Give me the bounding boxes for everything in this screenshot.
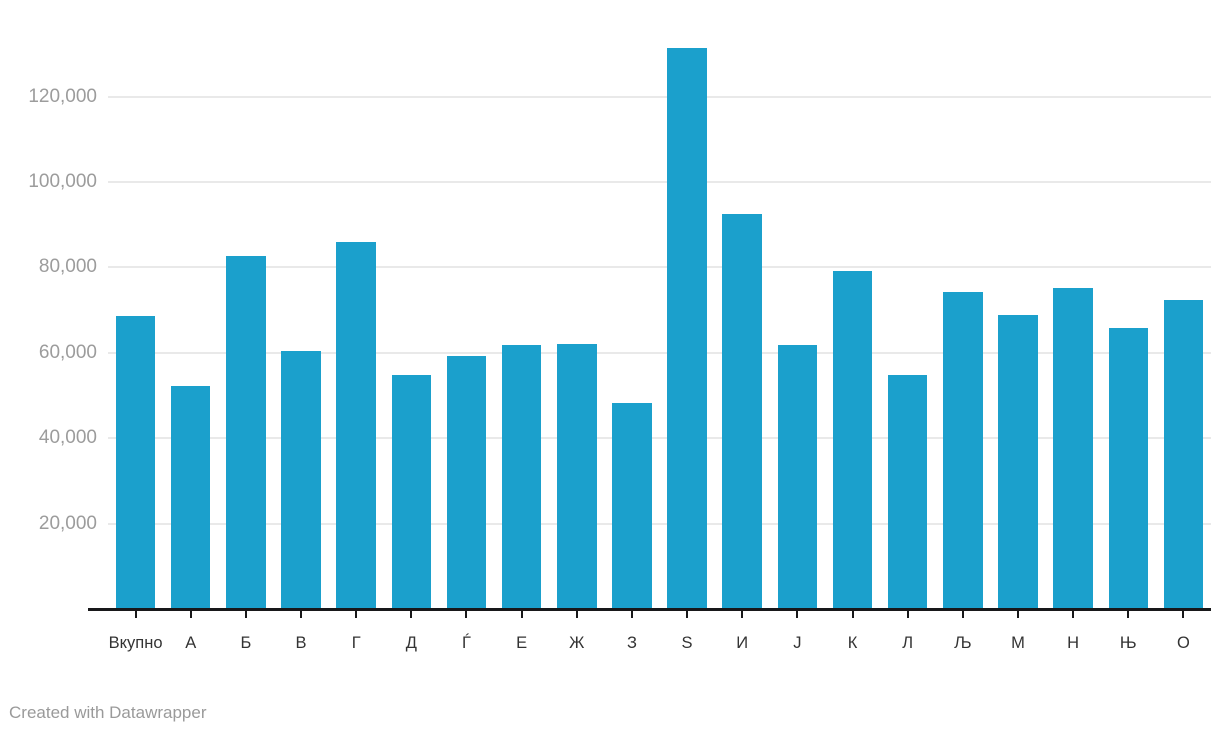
x-tick-label: Њ	[1119, 634, 1137, 652]
x-tick-label: А	[185, 634, 197, 652]
x-tick-label: К	[847, 634, 858, 652]
y-tick-label: 80,000	[38, 256, 97, 278]
x-tick-label: Д	[405, 634, 417, 652]
bar[interactable]	[1163, 300, 1204, 609]
x-tick-mark	[1072, 609, 1075, 618]
y-tick-label: 20,000	[38, 512, 97, 534]
y-tick-label: 100,000	[28, 170, 97, 192]
x-tick-mark	[1182, 609, 1185, 618]
bar[interactable]	[832, 270, 873, 609]
gridline	[108, 437, 1211, 440]
x-tick-mark	[796, 609, 799, 618]
y-axis-labels: 20,000 40,000 60,000 80,000 100,000 120,000	[0, 0, 97, 609]
bar[interactable]	[170, 385, 211, 609]
attribution-text: Created with Datawrapper	[9, 703, 207, 722]
x-tick-label: Вкупно	[108, 634, 163, 652]
x-tick-mark	[851, 609, 854, 618]
x-tick-mark	[465, 609, 468, 618]
x-tick-label: Ѓ	[462, 634, 471, 652]
gridline	[108, 522, 1211, 525]
x-tick-label: Е	[516, 634, 528, 652]
x-tick-mark	[244, 609, 247, 618]
bar[interactable]	[777, 344, 818, 609]
x-tick-mark	[410, 609, 413, 618]
gridline	[108, 180, 1211, 183]
bar[interactable]	[557, 343, 597, 609]
x-tick-label: О	[1177, 634, 1190, 652]
bar[interactable]	[391, 374, 432, 609]
x-tick-mark	[355, 609, 358, 618]
x-tick-mark	[961, 609, 964, 618]
x-axis-line	[88, 608, 1211, 611]
x-tick-mark	[1016, 609, 1019, 618]
x-tick-mark	[300, 609, 303, 618]
gridline	[108, 266, 1211, 269]
x-tick-mark	[630, 609, 633, 618]
x-tick-label: В	[295, 634, 307, 652]
bar[interactable]	[336, 241, 376, 609]
bar[interactable]	[887, 374, 928, 609]
bar[interactable]	[281, 350, 321, 609]
x-tick-label: З	[626, 634, 637, 652]
x-tick-mark	[686, 609, 689, 618]
x-tick-mark	[575, 609, 578, 618]
bar[interactable]	[501, 344, 542, 609]
x-tick-mark	[1127, 609, 1130, 618]
x-tick-mark	[906, 609, 909, 618]
y-tick-label: 60,000	[38, 341, 97, 363]
gridline	[108, 351, 1211, 354]
bar[interactable]	[943, 291, 983, 609]
x-tick-mark	[741, 609, 744, 618]
y-tick-label: 40,000	[38, 427, 97, 449]
x-tick-label: Љ	[954, 634, 972, 652]
x-tick-label: И	[736, 634, 749, 652]
bar[interactable]	[1108, 327, 1149, 609]
x-tick-label: М	[1011, 634, 1025, 652]
x-tick-label: Ж	[569, 634, 585, 652]
attribution: Created with Datawrapper	[9, 703, 206, 723]
x-tick-label: Б	[240, 634, 252, 652]
x-tick-label: Н	[1067, 634, 1080, 652]
x-tick-label: Л	[902, 634, 914, 652]
bar[interactable]	[115, 316, 156, 609]
y-tick-label: 120,000	[28, 85, 97, 107]
bar[interactable]	[1053, 288, 1093, 609]
x-tick-label: Ј	[793, 634, 802, 652]
bar[interactable]	[446, 355, 487, 609]
gridline	[108, 95, 1211, 98]
x-tick-mark	[134, 609, 137, 618]
plot-area	[108, 0, 1211, 609]
bar[interactable]	[612, 403, 652, 609]
bar[interactable]	[667, 47, 707, 609]
x-tick-mark	[520, 609, 523, 618]
x-tick-mark	[189, 609, 192, 618]
bar[interactable]	[226, 256, 266, 609]
x-tick-label: Г	[351, 634, 361, 652]
bar[interactable]	[998, 314, 1038, 609]
x-tick-label: Ѕ	[681, 634, 693, 652]
bar[interactable]	[722, 213, 762, 609]
